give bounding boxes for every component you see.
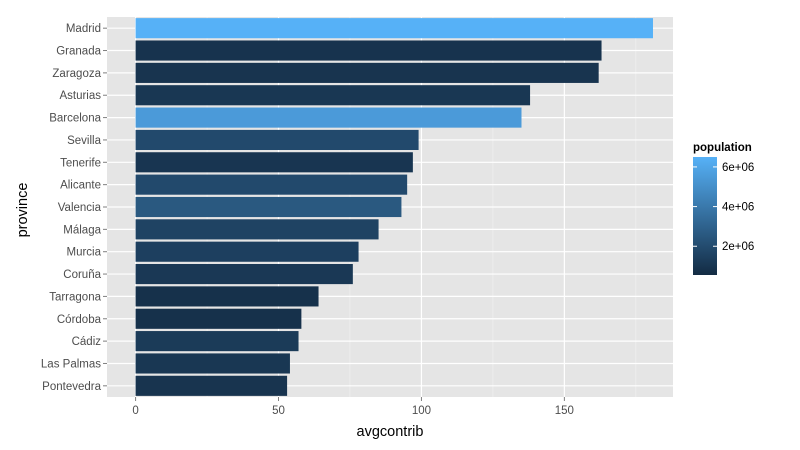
y-tick-label: Coruña — [63, 269, 101, 281]
y-tick-label: Las Palmas — [41, 358, 101, 370]
bar-madrid — [135, 18, 653, 39]
y-tick-label: Sevilla — [67, 135, 101, 147]
legend-label: 2e+06 — [722, 241, 754, 253]
x-tick-label: 0 — [132, 405, 138, 417]
bar-córdoba — [135, 308, 302, 329]
bar-tenerife — [135, 152, 413, 173]
bar-las-palmas — [135, 353, 290, 374]
y-tick-label: Zaragoza — [52, 68, 101, 80]
bar-valencia — [135, 196, 402, 218]
legend-label: 6e+06 — [722, 162, 754, 174]
bar-zaragoza — [135, 62, 599, 83]
bars — [135, 18, 653, 396]
y-tick-label: Madrid — [66, 23, 101, 35]
y-tick-label: Asturias — [59, 90, 101, 102]
y-axis: Madrid Granada Zaragoza Asturias Barcelona Se… — [41, 23, 107, 393]
legend-colorbar — [693, 157, 717, 275]
bar-alicante — [135, 174, 408, 195]
bar-pontevedra — [135, 375, 288, 396]
bar-granada — [135, 40, 602, 61]
bar-cádiz — [135, 331, 299, 352]
x-tick-label: 100 — [412, 405, 431, 417]
y-tick-label: Pontevedra — [42, 381, 101, 393]
x-axis: 0 50 100 150 — [132, 397, 574, 417]
legend: population 2e+06 4e+06 6e+06 — [693, 142, 754, 275]
legend-ticks: 2e+06 4e+06 6e+06 — [693, 162, 754, 253]
legend-title: population — [693, 142, 752, 154]
y-tick-label: Tarragona — [49, 291, 101, 303]
y-tick-label: Tenerife — [60, 157, 101, 169]
bar-málaga — [135, 219, 379, 240]
y-axis-title: province — [15, 183, 31, 238]
y-tick-label: Barcelona — [49, 113, 101, 125]
legend-label: 4e+06 — [722, 202, 754, 214]
bar-coruña — [135, 264, 353, 285]
y-tick-label: Murcia — [66, 247, 101, 259]
x-tick-label: 150 — [555, 405, 574, 417]
x-axis-title: avgcontrib — [357, 424, 424, 440]
bar-murcia — [135, 241, 359, 262]
bar-barcelona — [135, 107, 522, 128]
bar-tarragona — [135, 286, 319, 307]
y-tick-label: Alicante — [60, 180, 101, 192]
y-tick-label: Granada — [56, 46, 101, 58]
bar-sevilla — [135, 129, 419, 150]
y-tick-label: Málaga — [63, 224, 101, 236]
x-tick-label: 50 — [272, 405, 285, 417]
y-tick-label: Valencia — [58, 202, 102, 214]
y-tick-label: Cádiz — [72, 336, 102, 348]
bar-asturias — [135, 85, 531, 106]
y-tick-label: Córdoba — [57, 314, 102, 326]
